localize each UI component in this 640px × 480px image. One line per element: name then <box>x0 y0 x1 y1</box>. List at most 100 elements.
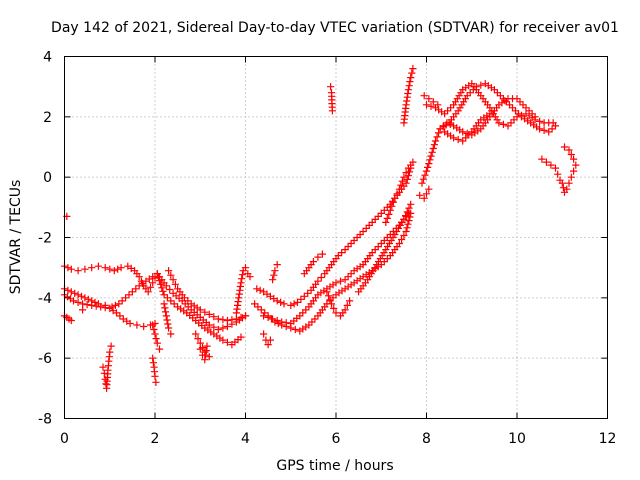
data-point <box>371 246 379 254</box>
data-point <box>429 144 437 153</box>
data-point <box>332 279 340 287</box>
data-point <box>146 283 155 291</box>
data-point <box>106 265 114 273</box>
data-point <box>425 95 433 103</box>
data-point <box>371 215 379 223</box>
data-point <box>302 306 310 314</box>
data-point <box>184 303 192 311</box>
data-point <box>406 78 414 86</box>
data-point <box>402 169 410 177</box>
data-point <box>219 324 227 332</box>
data-point <box>297 295 305 303</box>
data-point <box>210 323 218 331</box>
data-point <box>421 171 429 179</box>
data-point <box>359 227 367 236</box>
data-point <box>551 122 560 130</box>
series-track-y <box>196 342 211 364</box>
series-track-e <box>165 267 250 325</box>
x-tick-label: 8 <box>422 431 431 447</box>
y-tick-label: 2 <box>43 110 52 126</box>
data-point <box>490 86 498 94</box>
data-point <box>385 210 393 218</box>
data-point <box>400 173 408 181</box>
data-point <box>558 179 566 187</box>
data-point <box>304 289 312 297</box>
data-point <box>424 163 432 171</box>
data-point <box>429 98 437 106</box>
data-point <box>395 239 403 248</box>
data-point <box>254 303 262 311</box>
data-point <box>112 309 121 317</box>
data-point <box>514 110 523 118</box>
data-point <box>560 143 569 151</box>
data-point <box>368 249 376 257</box>
data-point <box>94 262 102 270</box>
data-point <box>293 298 302 306</box>
data-point <box>402 179 410 187</box>
data-point <box>374 243 382 251</box>
data-point <box>162 282 170 290</box>
data-point <box>241 312 250 320</box>
data-point <box>196 339 204 347</box>
series-track-aa <box>149 321 164 353</box>
data-point <box>150 325 158 334</box>
data-point <box>356 230 364 239</box>
data-point <box>264 341 272 349</box>
data-point <box>395 185 403 193</box>
data-point <box>528 110 536 118</box>
data-point <box>388 202 396 210</box>
data-point <box>330 304 338 312</box>
data-point <box>67 265 75 273</box>
data-point <box>201 356 209 364</box>
data-point <box>196 345 204 353</box>
data-point <box>125 291 133 299</box>
data-point <box>466 89 474 97</box>
data-point <box>409 158 417 166</box>
data-point <box>166 285 174 294</box>
data-point <box>341 306 349 314</box>
data-point <box>403 224 411 232</box>
data-point <box>393 190 401 198</box>
data-point <box>167 297 175 305</box>
data-point <box>548 125 556 133</box>
data-point <box>269 315 277 323</box>
data-point <box>536 125 544 133</box>
data-point <box>126 319 134 328</box>
data-point <box>278 318 286 326</box>
data-point <box>519 101 527 109</box>
data-point <box>140 322 148 331</box>
data-point <box>153 339 161 347</box>
data-point <box>260 330 268 338</box>
data-point <box>522 104 530 112</box>
series-track-b <box>60 270 245 349</box>
data-point <box>323 288 331 296</box>
data-point <box>237 279 245 287</box>
data-point <box>496 92 504 100</box>
data-point <box>153 270 161 278</box>
data-point <box>192 330 200 338</box>
data-point <box>155 345 164 353</box>
data-point <box>400 231 408 240</box>
data-point <box>353 233 361 242</box>
data-point <box>377 209 385 217</box>
series-track-l <box>323 288 354 320</box>
data-point <box>405 82 413 90</box>
data-point <box>347 239 355 248</box>
data-point <box>572 161 580 169</box>
data-point <box>493 89 501 97</box>
data-point <box>428 148 436 156</box>
series-track-g <box>192 330 213 361</box>
data-point <box>326 296 334 304</box>
data-point <box>507 119 515 127</box>
data-point <box>436 125 444 133</box>
data-point <box>318 250 326 258</box>
data-point <box>419 175 428 183</box>
data-point <box>228 316 236 324</box>
data-point <box>435 129 443 137</box>
data-point <box>540 126 548 134</box>
data-point <box>516 98 524 106</box>
data-point <box>115 300 123 308</box>
data-point <box>238 275 246 283</box>
data-point <box>152 335 160 343</box>
data-point <box>505 101 514 109</box>
